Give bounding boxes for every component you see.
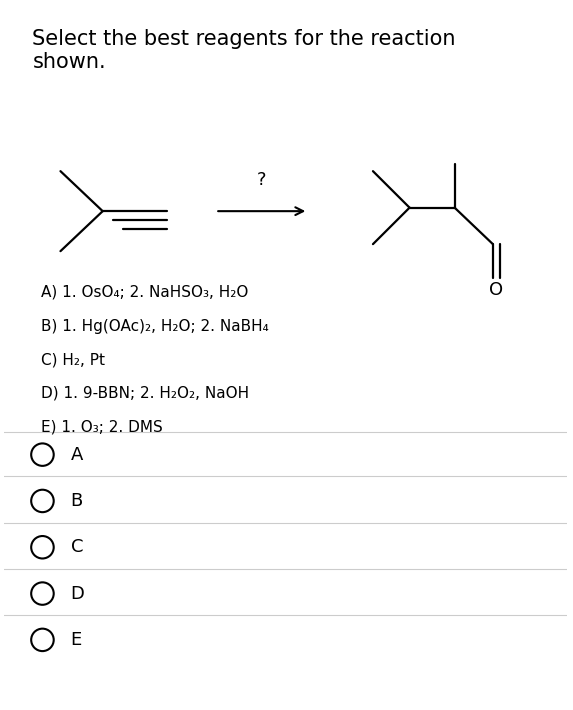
Text: Select the best reagents for the reaction
shown.: Select the best reagents for the reactio… — [32, 28, 456, 72]
Text: ?: ? — [257, 170, 266, 189]
Text: C) H₂, Pt: C) H₂, Pt — [41, 352, 105, 367]
Text: A: A — [70, 446, 83, 464]
Text: C: C — [70, 538, 83, 556]
Text: E: E — [70, 631, 82, 649]
Text: D) 1. 9-BBN; 2. H₂O₂, NaOH: D) 1. 9-BBN; 2. H₂O₂, NaOH — [41, 386, 249, 401]
Text: E) 1. O₃; 2. DMS: E) 1. O₃; 2. DMS — [41, 420, 163, 435]
Text: A) 1. OsO₄; 2. NaHSO₃, H₂O: A) 1. OsO₄; 2. NaHSO₃, H₂O — [41, 285, 248, 300]
Text: O: O — [489, 280, 504, 299]
Text: B: B — [70, 492, 83, 510]
Text: D: D — [70, 584, 84, 603]
Text: B) 1. Hg(OAc)₂, H₂O; 2. NaBH₄: B) 1. Hg(OAc)₂, H₂O; 2. NaBH₄ — [41, 319, 269, 334]
